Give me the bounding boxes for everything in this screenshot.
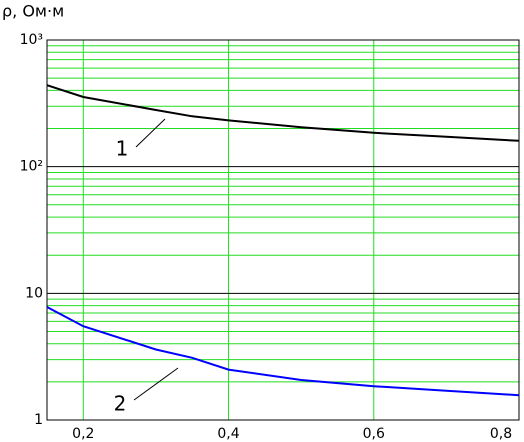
y-tick-label: 10 bbox=[25, 285, 43, 301]
series-line bbox=[46, 306, 520, 397]
annotation-leader bbox=[135, 118, 166, 148]
annotation-leader bbox=[133, 367, 179, 401]
x-tick-label: 0,4 bbox=[217, 426, 239, 442]
annotation: 2 bbox=[114, 392, 127, 416]
y-tick-label: 1 bbox=[34, 412, 43, 428]
plot-frame bbox=[46, 39, 520, 421]
x-tick-label: 0,2 bbox=[72, 426, 94, 442]
x-tick-label: 0,8 bbox=[490, 426, 512, 442]
series-line bbox=[46, 84, 520, 142]
x-tick-label: 0,6 bbox=[363, 426, 385, 442]
y-tick-label: 10² bbox=[20, 159, 43, 175]
y-axis-label: ρ, Ом·м bbox=[2, 2, 64, 21]
y-tick-label: 10³ bbox=[20, 32, 43, 48]
annotation: 1 bbox=[116, 137, 129, 161]
